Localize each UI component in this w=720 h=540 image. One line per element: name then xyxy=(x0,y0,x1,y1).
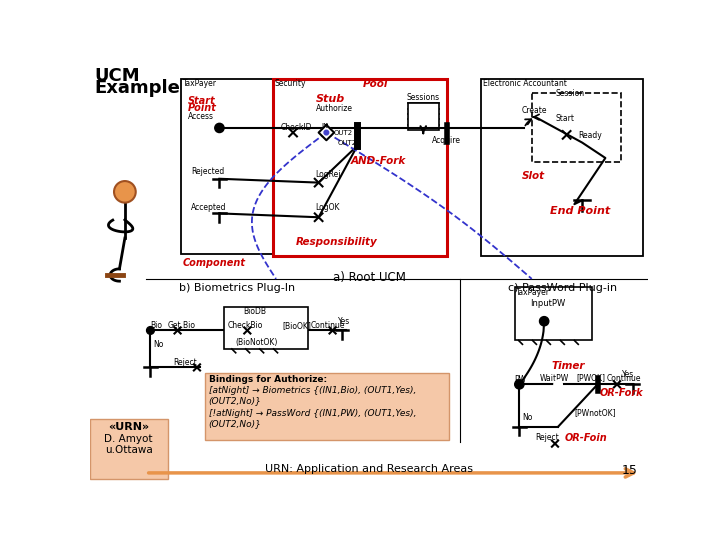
Bar xyxy=(90,419,168,479)
Text: IN: IN xyxy=(321,123,328,129)
Circle shape xyxy=(215,123,224,132)
Text: Bio: Bio xyxy=(150,321,163,330)
Text: Responsibility: Responsibility xyxy=(296,237,378,246)
Text: Example: Example xyxy=(94,79,180,97)
Text: (BioNotOK): (BioNotOK) xyxy=(235,338,278,347)
Text: OUT2: OUT2 xyxy=(337,140,356,146)
Text: Ready: Ready xyxy=(578,131,602,140)
Text: OUT2: OUT2 xyxy=(333,130,353,136)
Text: CheckBio: CheckBio xyxy=(228,321,264,330)
Text: [PWOK]: [PWOK] xyxy=(576,374,605,382)
Text: Pool: Pool xyxy=(362,79,388,90)
Text: Security: Security xyxy=(274,79,306,89)
Text: Access: Access xyxy=(188,112,214,121)
Text: Create: Create xyxy=(522,106,547,114)
Circle shape xyxy=(147,327,154,334)
Text: c) PassWord Plug-in: c) PassWord Plug-in xyxy=(508,283,617,293)
Text: BioDB: BioDB xyxy=(243,307,266,316)
Text: Start: Start xyxy=(555,114,574,123)
Text: [PWnotOK]: [PWnotOK] xyxy=(575,408,616,417)
Text: Slot: Slot xyxy=(522,171,545,181)
Text: 15: 15 xyxy=(621,464,637,477)
Bar xyxy=(408,103,438,130)
Circle shape xyxy=(515,380,524,389)
Text: LogOK: LogOK xyxy=(315,204,340,212)
Text: Stub: Stub xyxy=(315,94,345,104)
Text: No: No xyxy=(153,340,164,349)
Text: Sessions: Sessions xyxy=(407,92,440,102)
Text: Timer: Timer xyxy=(551,361,585,372)
Bar xyxy=(224,307,307,349)
Text: Electronic Accountant: Electronic Accountant xyxy=(483,79,567,89)
Circle shape xyxy=(324,130,329,135)
Text: Start: Start xyxy=(188,96,215,106)
Text: [atNight] → Biometrics {(IN1,Bio), (OUT1,Yes),: [atNight] → Biometrics {(IN1,Bio), (OUT1… xyxy=(209,386,416,395)
Text: Accepted: Accepted xyxy=(191,204,226,212)
Circle shape xyxy=(554,381,562,388)
Text: OR-Foin: OR-Foin xyxy=(565,433,608,443)
Bar xyxy=(532,92,621,162)
Text: UCM: UCM xyxy=(94,67,140,85)
Text: Rejected: Rejected xyxy=(191,167,224,176)
Text: (OUT2,No)}: (OUT2,No)} xyxy=(209,419,261,428)
Text: [BioOK]: [BioOK] xyxy=(282,321,311,330)
Text: No: No xyxy=(523,413,533,422)
Bar xyxy=(181,79,273,254)
Bar xyxy=(482,79,642,256)
Text: Point: Point xyxy=(188,103,217,113)
Text: a) Root UCM: a) Root UCM xyxy=(333,271,405,284)
Text: TaxPayer: TaxPayer xyxy=(516,288,550,297)
Bar xyxy=(273,79,447,256)
Text: End Point: End Point xyxy=(549,206,610,215)
Text: Continue: Continue xyxy=(607,374,642,382)
Text: CheckID: CheckID xyxy=(281,123,312,132)
Circle shape xyxy=(114,181,136,202)
Text: «URN»: «URN» xyxy=(108,422,149,432)
Text: Bindings for Authorize:: Bindings for Authorize: xyxy=(209,375,327,384)
Text: (OUT2,No)}: (OUT2,No)} xyxy=(209,396,261,405)
Text: LogRej: LogRej xyxy=(315,170,341,179)
Text: [!atNight] → PassWord {(IN1,PW), (OUT1,Yes),: [!atNight] → PassWord {(IN1,PW), (OUT1,Y… xyxy=(209,409,416,418)
Text: Authorize: Authorize xyxy=(315,104,353,113)
Text: InputPW: InputPW xyxy=(530,299,565,308)
Text: Yes: Yes xyxy=(621,370,634,380)
Text: AND-Fork: AND-Fork xyxy=(351,156,405,166)
Text: b) Biometrics Plug-In: b) Biometrics Plug-In xyxy=(179,283,295,293)
Bar xyxy=(204,373,449,440)
Polygon shape xyxy=(319,125,334,140)
Text: Continue: Continue xyxy=(311,321,346,330)
Text: Session: Session xyxy=(555,90,584,98)
Bar xyxy=(515,287,593,340)
Text: TaxPayer: TaxPayer xyxy=(183,79,217,89)
Text: Reject: Reject xyxy=(535,433,559,442)
Text: PW: PW xyxy=(515,375,527,384)
Text: Get.Bio: Get.Bio xyxy=(168,321,196,330)
Text: Reject: Reject xyxy=(174,358,197,367)
Text: URN: Application and Research Areas: URN: Application and Research Areas xyxy=(265,464,473,474)
Text: Yes: Yes xyxy=(338,318,350,326)
Text: Component: Component xyxy=(183,258,246,268)
Text: Acquire: Acquire xyxy=(432,136,461,145)
Text: WaitPW: WaitPW xyxy=(539,374,569,382)
Text: u.Ottawa: u.Ottawa xyxy=(105,445,153,455)
Circle shape xyxy=(539,316,549,326)
Text: D. Amyot: D. Amyot xyxy=(104,434,153,444)
Text: OR-Fork: OR-Fork xyxy=(600,388,644,398)
